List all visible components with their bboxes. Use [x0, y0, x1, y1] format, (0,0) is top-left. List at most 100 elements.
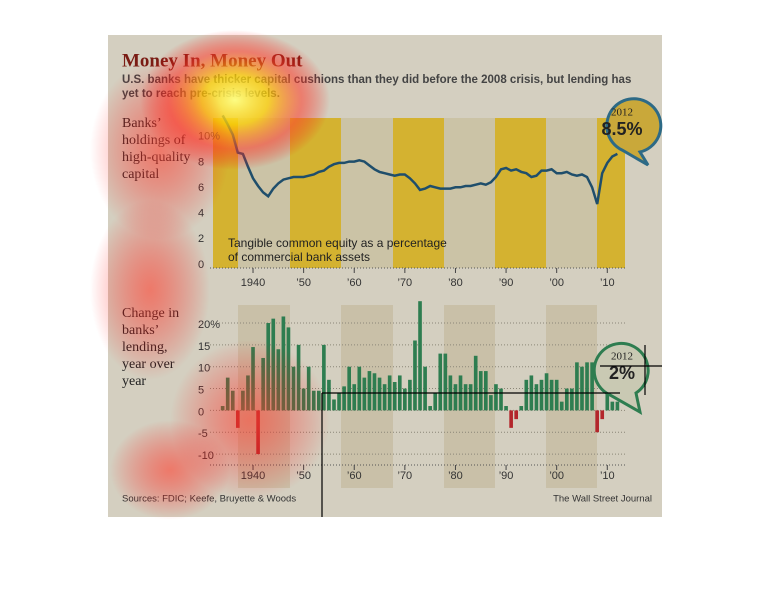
bar [413, 340, 417, 411]
x-tick-label: ’70 [398, 277, 413, 289]
x-tick-label: ’00 [549, 277, 564, 289]
bar [595, 410, 599, 433]
bar [494, 384, 498, 411]
y-tick-label: 20% [198, 319, 220, 331]
y-tick-label: -10 [198, 450, 214, 462]
bar [352, 384, 357, 411]
x-tick-label: ’90 [499, 470, 514, 482]
bar [408, 379, 412, 411]
x-tick-label: ’70 [398, 470, 413, 482]
bar [276, 349, 281, 411]
axis-label: holdings of [122, 133, 186, 148]
bar [534, 384, 539, 411]
bar [423, 366, 427, 411]
bar [585, 362, 589, 411]
bar [392, 382, 397, 411]
bar [438, 353, 443, 411]
y-tick-label: 10% [198, 131, 220, 143]
x-tick-label: ’10 [600, 277, 615, 289]
bar [509, 410, 513, 428]
bar [241, 390, 245, 411]
annotation: of commercial bank assets [228, 250, 370, 264]
bar [291, 366, 296, 411]
bar [403, 388, 407, 411]
bar [347, 366, 351, 411]
line [221, 114, 618, 205]
bar [382, 384, 387, 411]
source: Sources: FDIC; Keefe, Bruyette & Woods [122, 494, 296, 505]
bar [554, 379, 559, 411]
x-tick-label: 1940 [241, 277, 265, 289]
callout-value: 2% [609, 363, 635, 383]
bar [615, 401, 620, 411]
bar [327, 379, 331, 411]
bar [377, 377, 382, 411]
x-tick-label: ’50 [296, 470, 311, 482]
bar [316, 390, 321, 411]
bar [453, 384, 458, 411]
x-tick-label: ’00 [549, 470, 564, 482]
cursor-lines [321, 345, 662, 517]
y-tick-label: 8 [198, 156, 204, 168]
credit: The Wall Street Journal [553, 494, 652, 505]
band [444, 118, 495, 268]
bar [468, 384, 473, 411]
bar [311, 390, 316, 411]
bar [230, 390, 235, 411]
x-tick-label: ’80 [448, 277, 463, 289]
bar [261, 357, 265, 411]
bar [575, 362, 579, 411]
bar [281, 316, 286, 411]
bar [489, 395, 493, 411]
bar [220, 406, 225, 411]
annotation: Tangible common equity as a percentage [228, 236, 447, 250]
band [546, 118, 597, 268]
bar [499, 388, 503, 411]
bar [484, 371, 488, 411]
bar [549, 379, 554, 411]
axis-label: Banks’ [122, 116, 162, 131]
axis-label: year [122, 374, 146, 389]
bar [367, 371, 372, 411]
bar [519, 406, 524, 411]
axis-label: capital [122, 167, 159, 182]
bar [504, 406, 508, 411]
bar [600, 410, 605, 420]
bar [428, 406, 432, 411]
bar [559, 401, 564, 411]
bar [610, 401, 615, 411]
title: Money In, Money Out [122, 50, 303, 71]
axis-label: banks’ [122, 323, 159, 338]
bar [418, 301, 422, 411]
bar [225, 377, 230, 411]
callout-bubble [605, 97, 663, 167]
y-tick-label: -5 [198, 428, 208, 440]
y-tick-label: 10 [198, 363, 210, 375]
y-tick-label: 15 [198, 341, 210, 353]
callout-year: 2012 [611, 351, 633, 363]
callout: 2012 8.5% [601, 97, 663, 167]
axis-label: lending, [122, 340, 168, 355]
bar [590, 362, 594, 411]
callout-year: 2012 [611, 107, 633, 119]
axis-label: year over [122, 357, 175, 372]
callout-value: 8.5% [601, 119, 642, 139]
y-tick-label: 4 [198, 208, 204, 220]
y-tick-label: 0 [198, 406, 204, 418]
bar [286, 327, 291, 411]
bar [564, 388, 569, 411]
x-tick-label: ’90 [499, 277, 514, 289]
bar [362, 377, 367, 411]
bar [337, 392, 341, 411]
callout: 2012 2% [592, 341, 650, 415]
bar [251, 347, 255, 411]
bar [544, 373, 549, 411]
bar [296, 344, 301, 411]
bar [570, 388, 574, 411]
y-tick-label: 5 [198, 384, 204, 396]
bar [266, 323, 271, 411]
x-tick-label: 1940 [241, 470, 265, 482]
y-tick-label: 0 [198, 259, 204, 271]
bar [256, 410, 260, 455]
